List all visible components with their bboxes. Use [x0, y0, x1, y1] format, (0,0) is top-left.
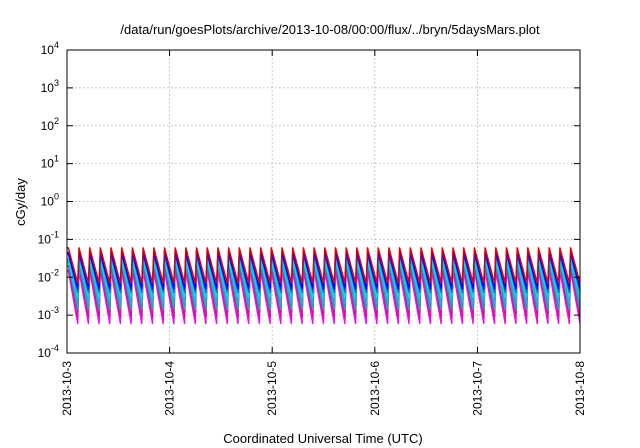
x-tick-label: 2013-10-8 — [573, 361, 587, 416]
y-axis-label: cGy/day — [13, 178, 28, 226]
y-tick-label: 104 — [41, 40, 59, 57]
x-tick-label: 2013-10-7 — [470, 361, 484, 416]
chart-title: /data/run/goesPlots/archive/2013-10-08/0… — [120, 22, 540, 37]
y-tick-label: 102 — [41, 116, 59, 133]
x-tick-label: 2013-10-4 — [163, 361, 177, 416]
y-tick-label: 103 — [41, 78, 59, 95]
x-axis: 2013-10-3 2013-10-4 2013-10-5 2013-10-6 2013… — [60, 50, 587, 416]
y-tick-label: 101 — [41, 154, 59, 171]
series-line — [67, 247, 581, 284]
x-tick-label: 2013-10-6 — [368, 361, 382, 416]
y-tick-label: 10-1 — [38, 229, 59, 246]
y-tick-label: 10-3 — [38, 305, 59, 322]
y-tick-label: 10-2 — [38, 267, 59, 284]
y-tick-label: 10-4 — [38, 343, 59, 360]
x-tick-label: 2013-10-3 — [60, 361, 74, 416]
x-tick-label: 2013-10-5 — [265, 361, 279, 416]
y-tick-label: 100 — [41, 192, 59, 209]
y-axis: 104 103 102 101 100 10-1 10-2 10-3 10-4 — [38, 40, 580, 360]
series-layer — [67, 247, 581, 325]
x-axis-label: Coordinated Universal Time (UTC) — [223, 431, 422, 446]
